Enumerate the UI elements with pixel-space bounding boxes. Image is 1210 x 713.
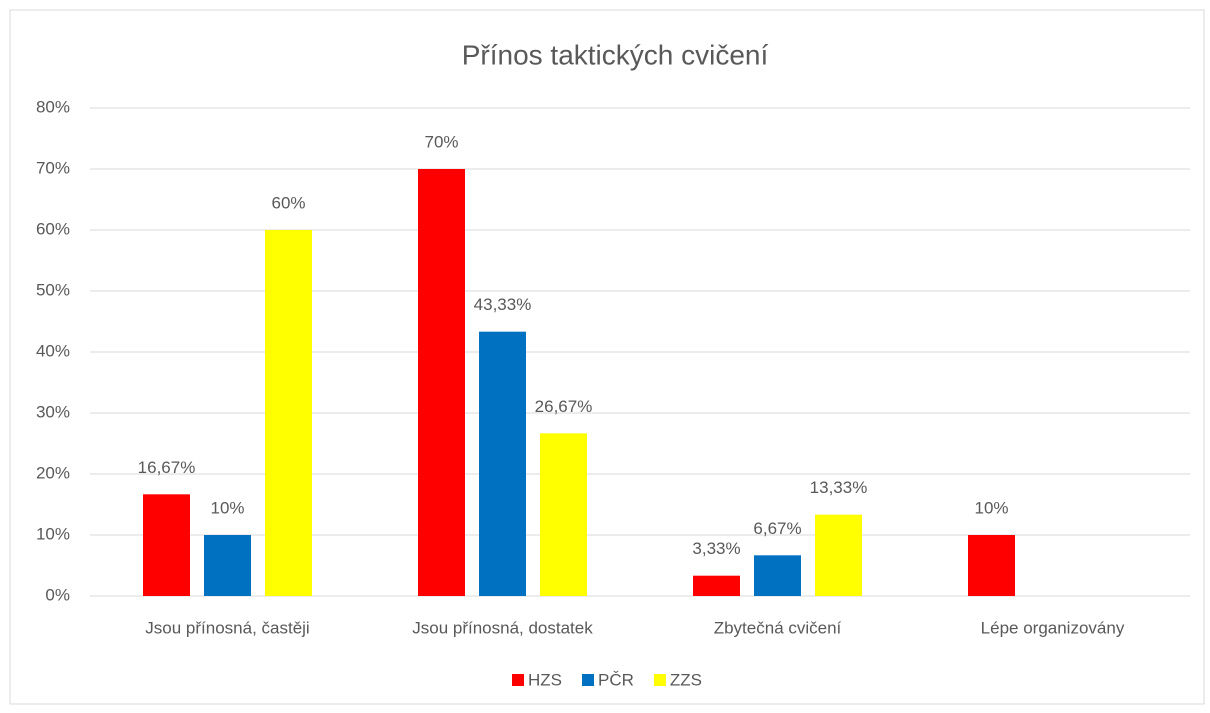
bar bbox=[754, 555, 801, 596]
bar bbox=[204, 535, 251, 596]
y-tick-label: 80% bbox=[36, 97, 70, 116]
bar bbox=[693, 575, 740, 596]
bar bbox=[479, 331, 526, 596]
x-tick-label: Jsou přínosná, dostatek bbox=[412, 618, 593, 637]
x-tick-label: Lépe organizovány bbox=[981, 618, 1125, 637]
data-label: 3,33% bbox=[692, 539, 740, 558]
data-label: 16,67% bbox=[138, 458, 196, 477]
y-tick-label: 70% bbox=[36, 158, 70, 177]
data-label: 10% bbox=[210, 498, 244, 517]
y-tick-label: 20% bbox=[36, 463, 70, 482]
legend-swatch bbox=[653, 674, 666, 686]
x-tick-label: Zbytečná cvičení bbox=[714, 618, 842, 637]
legend-label: HZS bbox=[528, 670, 562, 689]
y-tick-label: 10% bbox=[36, 524, 70, 543]
data-label: 26,67% bbox=[535, 397, 593, 416]
data-label: 43,33% bbox=[474, 295, 532, 314]
y-tick-label: 60% bbox=[36, 219, 70, 238]
data-label: 60% bbox=[271, 193, 305, 212]
y-tick-label: 40% bbox=[36, 341, 70, 360]
bar bbox=[815, 514, 862, 596]
y-tick-label: 0% bbox=[45, 585, 70, 604]
data-label: 70% bbox=[424, 132, 458, 151]
legend-label: PČR bbox=[598, 670, 634, 689]
bar bbox=[968, 535, 1015, 596]
y-tick-label: 30% bbox=[36, 402, 70, 421]
bar bbox=[143, 494, 190, 596]
data-label: 13,33% bbox=[810, 478, 868, 497]
data-label: 10% bbox=[974, 498, 1008, 517]
bar bbox=[540, 433, 587, 596]
data-label: 6,67% bbox=[753, 519, 801, 538]
bar bbox=[265, 230, 312, 596]
legend-swatch bbox=[582, 674, 594, 686]
x-tick-label: Jsou přínosná, častěji bbox=[145, 618, 309, 637]
bar bbox=[418, 169, 465, 596]
legend-label: ZZS bbox=[670, 670, 702, 689]
legend-swatch bbox=[512, 674, 524, 686]
chart-border bbox=[9, 9, 1205, 705]
y-tick-label: 50% bbox=[36, 280, 70, 299]
chart-title: Přínos taktických cvičení bbox=[462, 39, 769, 70]
